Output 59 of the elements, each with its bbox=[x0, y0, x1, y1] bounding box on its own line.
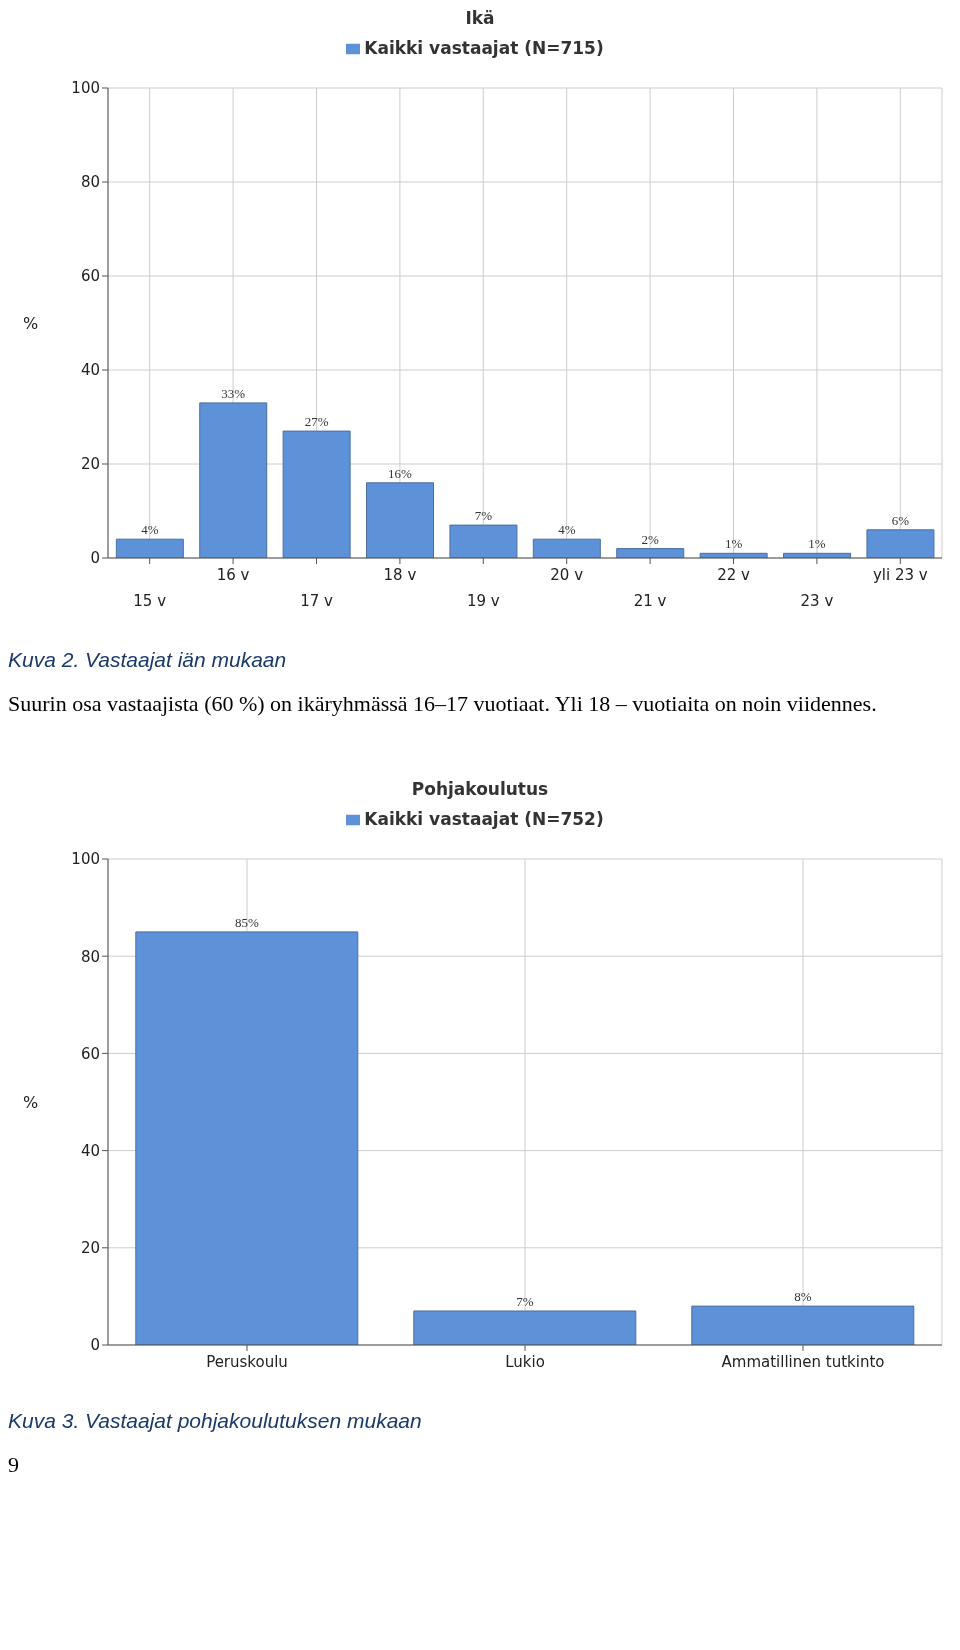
x-tick-label: 21 v bbox=[633, 592, 667, 610]
x-tick-label: Ammatillinen tutkinto bbox=[721, 1352, 885, 1371]
data-label: 4% bbox=[141, 522, 159, 538]
text: Kuva 2. Vastaajat iän mukaan bbox=[8, 648, 288, 672]
chart-title: Pohjakoulutus bbox=[410, 778, 550, 799]
data-label: 6% bbox=[891, 512, 910, 528]
y-axis-title: % bbox=[23, 313, 39, 333]
y-tick-label: 60 bbox=[80, 1044, 100, 1063]
bar bbox=[199, 402, 268, 558]
y-tick-label: 80 bbox=[80, 173, 100, 192]
x-tick-label: 15 v bbox=[133, 592, 167, 610]
data-label: 1% bbox=[808, 536, 826, 552]
y-tick-label: 40 bbox=[80, 1141, 100, 1160]
x-tick-label: Peruskoulu bbox=[206, 1352, 288, 1371]
bar bbox=[413, 1310, 637, 1345]
y-tick-label: 80 bbox=[80, 947, 100, 966]
legend-label: Kaikki vastaajat (N=715) bbox=[364, 38, 604, 58]
data-label: 16% bbox=[388, 465, 413, 481]
y-tick-label: 20 bbox=[80, 455, 100, 474]
data-label: 33% bbox=[221, 385, 246, 401]
x-tick-label: 22 v bbox=[717, 566, 750, 584]
y-tick-label: 40 bbox=[80, 361, 100, 380]
data-label: 85% bbox=[234, 914, 259, 930]
data-label: 7% bbox=[516, 1293, 534, 1309]
bar bbox=[616, 548, 685, 558]
data-label: 8% bbox=[794, 1288, 812, 1304]
x-tick-label: 19 v bbox=[466, 592, 500, 610]
bar bbox=[449, 524, 518, 558]
x-tick-label: 17 v bbox=[300, 592, 333, 610]
x-tick-label: 20 v bbox=[550, 566, 584, 584]
chart-title: Ikä bbox=[464, 8, 496, 28]
bar bbox=[866, 529, 935, 558]
y-tick-label: 0 bbox=[90, 1335, 100, 1354]
x-tick-label: 16 v bbox=[216, 566, 250, 584]
text: 9 bbox=[8, 1450, 20, 1479]
data-label: 7% bbox=[474, 508, 493, 524]
data-label: 1% bbox=[724, 536, 743, 552]
data-label: 2% bbox=[641, 531, 660, 547]
x-tick-label: 23 v bbox=[800, 592, 834, 610]
x-tick-label: yli 23 v bbox=[872, 566, 928, 584]
bar bbox=[115, 538, 184, 558]
y-tick-label: 100 bbox=[71, 849, 100, 868]
y-tick-label: 20 bbox=[80, 1238, 100, 1257]
bar bbox=[282, 430, 351, 558]
bar bbox=[135, 930, 359, 1345]
x-tick-label: Lukio bbox=[505, 1352, 545, 1371]
bar bbox=[691, 1305, 915, 1345]
y-tick-label: 100 bbox=[71, 79, 100, 98]
y-tick-label: 60 bbox=[80, 267, 100, 286]
data-label: 27% bbox=[304, 414, 329, 430]
text: Suurin osa vastaajista (60 %) on ikäryhmässä 16–17 vuotiaat. Yli 18 – vuotiaita on noin viidennes. bbox=[8, 690, 878, 718]
bar bbox=[532, 538, 601, 558]
text: Kuva 3. Vastaajat pohjakoulutuksen mukaan bbox=[8, 1408, 423, 1433]
y-tick-label: 0 bbox=[90, 549, 100, 568]
data-label: 4% bbox=[558, 522, 576, 538]
legend-label: Kaikki vastaajat (N=752) bbox=[364, 808, 604, 829]
y-axis-title: % bbox=[23, 1092, 39, 1112]
x-tick-label: 18 v bbox=[383, 566, 417, 584]
bar bbox=[366, 482, 435, 558]
